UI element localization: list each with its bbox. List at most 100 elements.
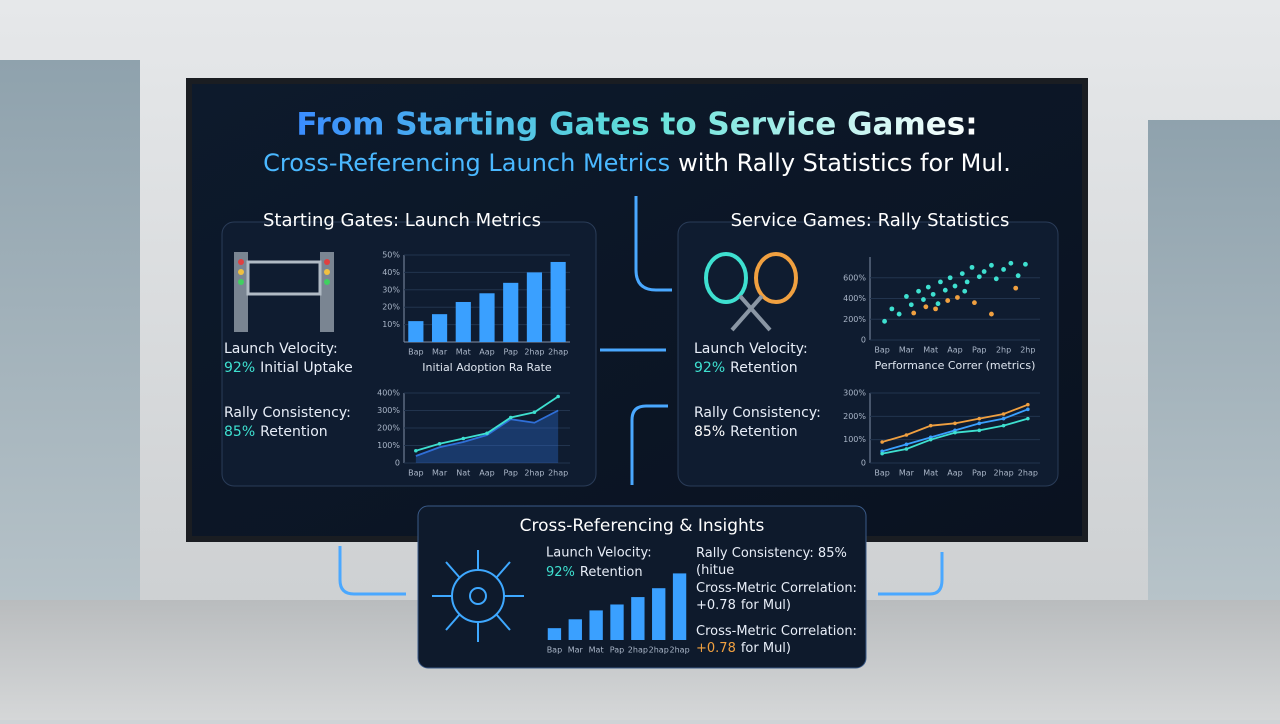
bar — [547, 628, 562, 640]
chart-caption: Initial Adoption Ra Rate — [422, 361, 552, 374]
point — [989, 311, 994, 317]
point — [969, 264, 975, 270]
note: (hitue — [696, 563, 734, 578]
stat-label: Launch Velocity: — [224, 341, 338, 357]
y-tick-label: 400% — [377, 389, 400, 398]
y-tick-label: 300% — [843, 389, 866, 398]
x-tick-label: Bap — [547, 646, 562, 655]
x-tick-label: 2hap — [524, 469, 544, 478]
y-tick-label: 30% — [382, 285, 400, 294]
subtitle-highlight: Cross-Referencing Launch Metrics — [263, 149, 670, 177]
point — [414, 448, 418, 453]
point — [953, 430, 957, 435]
stat-text: Retention — [730, 424, 798, 440]
y-tick-label: 20% — [382, 303, 400, 312]
x-tick-label: Mar — [432, 469, 448, 478]
subtitle-rest: with Rally Statistics for Mul. — [678, 149, 1011, 177]
point — [972, 300, 977, 306]
x-tick-label: Mat — [923, 346, 938, 355]
point — [1001, 267, 1006, 272]
x-tick-label: Pap — [972, 469, 986, 478]
x-tick-label: Bap — [408, 348, 423, 357]
x-tick-label: Pap — [503, 348, 517, 357]
point — [977, 421, 982, 426]
note: Cross-Metric Correlation: — [696, 624, 857, 639]
point — [989, 262, 994, 268]
point — [923, 304, 929, 310]
point — [953, 421, 957, 426]
point — [1015, 273, 1021, 279]
bar — [479, 293, 495, 342]
x-tick-label: Bap — [874, 469, 889, 478]
bar — [610, 604, 624, 640]
insights-panel — [417, 505, 867, 669]
point — [947, 275, 953, 281]
bar — [652, 588, 666, 640]
stat-line: 85% Retention — [694, 424, 798, 440]
stat-label: Rally Consistency: — [694, 405, 821, 421]
point — [1026, 402, 1030, 407]
window-left — [0, 60, 140, 620]
y-tick-label: 100% — [843, 435, 866, 444]
point — [889, 306, 895, 312]
point — [1013, 285, 1019, 291]
x-tick-label: Bap — [874, 346, 889, 355]
window-right — [1148, 120, 1280, 600]
point — [437, 441, 442, 446]
network-icon — [432, 550, 524, 642]
point — [925, 284, 931, 290]
x-tick-label: Pap — [610, 646, 624, 655]
launch-panel — [221, 221, 597, 487]
stat-line: 92% Retention — [546, 565, 643, 580]
stat-value: 92% — [694, 360, 725, 376]
arrows — [338, 196, 944, 596]
y-tick-label: 200% — [377, 424, 400, 433]
point — [1008, 260, 1014, 266]
x-tick-label: Pap — [503, 469, 517, 478]
y-tick-label: 200% — [843, 412, 866, 421]
y-tick-label: 600% — [843, 273, 866, 282]
x-tick-label: Pap — [972, 346, 986, 355]
point — [1001, 416, 1006, 421]
subtitle: Cross-Referencing Launch Metrics with Ral… — [263, 149, 1011, 177]
stat-label: Launch Velocity: — [546, 546, 652, 561]
note-text: (hitue — [696, 563, 734, 578]
x-tick-label: 2hp — [1020, 346, 1035, 355]
stat-value: 85% — [224, 424, 255, 440]
note: Cross-Metric Correlation: — [696, 581, 857, 596]
point — [882, 318, 887, 324]
point — [461, 436, 466, 441]
y-tick-label: 300% — [377, 406, 400, 415]
x-tick-label: 2hp — [996, 346, 1011, 355]
bar — [408, 321, 424, 342]
stat-line: 92% Initial Uptake — [224, 360, 353, 376]
x-tick-label: 2hap — [548, 348, 568, 357]
racket-icon — [704, 252, 798, 332]
x-tick-label: Mat — [456, 348, 471, 357]
stat-line: 92% Retention — [694, 360, 798, 376]
point — [904, 433, 909, 437]
stat-value: 92% — [224, 360, 255, 376]
x-tick-label: 2hap — [1018, 469, 1038, 478]
y-tick-label: 0 — [861, 459, 866, 468]
gate-icon — [234, 252, 334, 332]
point — [508, 415, 513, 420]
x-tick-label: Mar — [568, 646, 584, 655]
stat-value: 92% — [546, 565, 575, 580]
note: +0.78 for Mul) — [696, 641, 791, 656]
point — [933, 306, 938, 312]
area — [415, 410, 559, 463]
y-tick-label: 200% — [843, 315, 866, 324]
note: +0.78 for Mul) — [696, 598, 791, 613]
point — [928, 423, 933, 428]
note: Rally Consistency: 85% — [696, 546, 847, 561]
point — [977, 416, 982, 421]
point — [904, 294, 909, 299]
point — [981, 269, 987, 274]
bar — [568, 619, 582, 640]
bar — [455, 301, 471, 342]
bar — [503, 282, 519, 342]
bar — [431, 314, 448, 342]
point — [880, 451, 884, 456]
